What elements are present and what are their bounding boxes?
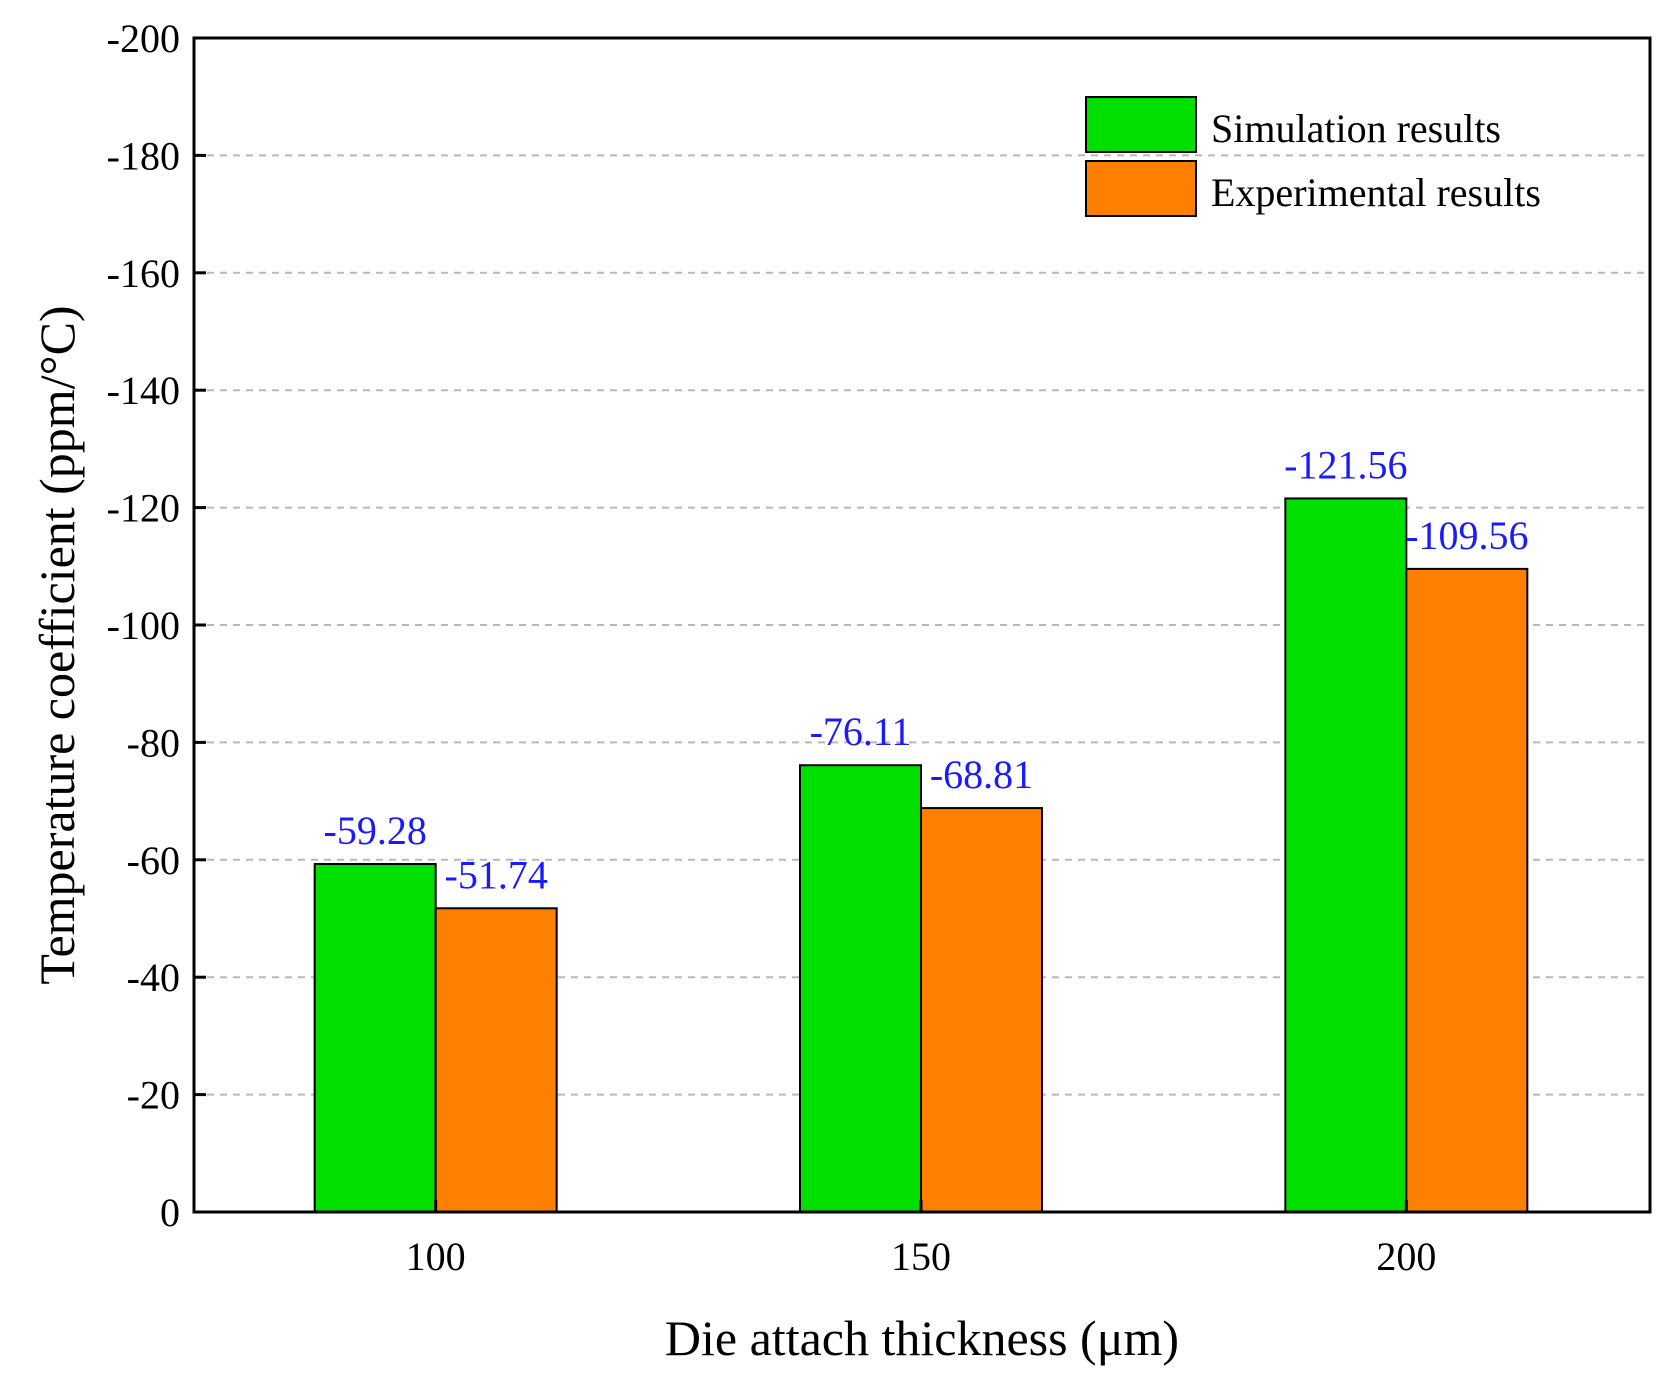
bar-value-labels: -59.28 -51.74 -76.11 -68.81 -121.56 -109.56 — [324, 442, 1529, 897]
y-tick-label: -200 — [107, 16, 180, 61]
y-tick-label: 0 — [160, 1190, 180, 1235]
bar-simulation — [799, 764, 922, 1213]
x-tick-label: 200 — [1376, 1234, 1436, 1279]
bar-experimental — [1405, 567, 1529, 1213]
y-tick-label: -120 — [107, 486, 180, 531]
bar-value-label: -51.74 — [445, 852, 548, 897]
y-tick-label: -60 — [127, 838, 180, 883]
y-axis-ticks: 0 -20 -40 -60 -80 -100 -120 -140 -160 -180 -200 — [107, 16, 206, 1235]
bar-value-label: -68.81 — [930, 752, 1033, 797]
x-axis-title: Die attach thickness (μm) — [665, 1310, 1179, 1366]
bar-simulation — [313, 863, 437, 1214]
legend-swatch-simulation — [1085, 96, 1197, 153]
bar-value-label: -59.28 — [324, 808, 427, 853]
bar-value-label: -76.11 — [810, 709, 912, 754]
bar-simulation — [1284, 497, 1408, 1213]
bar-experimental — [920, 807, 1043, 1214]
y-axis-title: Temperature coefficient (ppm/°C) — [29, 305, 85, 984]
x-axis-ticks: 100 150 200 — [406, 1200, 1436, 1279]
y-tick-label: -140 — [107, 368, 180, 413]
legend-swatch-experimental — [1085, 160, 1197, 217]
x-tick-label: 100 — [406, 1234, 466, 1279]
legend-label-simulation: Simulation results — [1211, 106, 1501, 151]
x-tick-label: 150 — [891, 1234, 951, 1279]
bar-value-label: -109.56 — [1405, 513, 1528, 558]
bar-experimental — [434, 907, 558, 1213]
y-tick-label: -160 — [107, 251, 180, 296]
bars — [313, 497, 1529, 1214]
y-tick-label: -80 — [127, 720, 180, 765]
legend-label-experimental: Experimental results — [1211, 170, 1541, 215]
legend: Simulation results Experimental results — [1085, 96, 1541, 217]
y-tick-label: -20 — [127, 1073, 180, 1118]
bar-value-label: -121.56 — [1284, 442, 1407, 487]
y-tick-label: -180 — [107, 133, 180, 178]
y-tick-label: -100 — [107, 603, 180, 648]
y-tick-label: -40 — [127, 955, 180, 1000]
